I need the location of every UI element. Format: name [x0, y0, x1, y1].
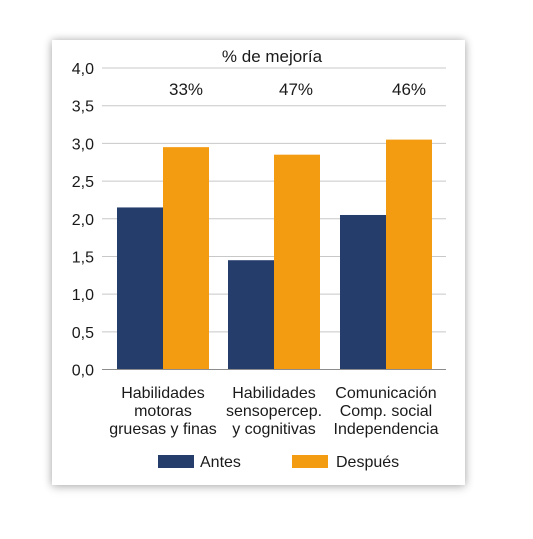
legend-label: Después — [336, 454, 399, 471]
bar-despues-2 — [274, 154, 320, 370]
chart-title: % de mejoría — [222, 47, 323, 66]
bar-antes-1 — [117, 207, 163, 370]
legend-label: Antes — [200, 454, 241, 471]
y-tick-label: 0,0 — [72, 363, 94, 380]
legend-swatch — [158, 455, 194, 468]
y-tick-label: 3,0 — [72, 136, 94, 153]
bar-antes-3 — [340, 214, 386, 370]
legend: Antes Después — [158, 454, 399, 471]
y-tick-label: 0,5 — [72, 325, 94, 342]
y-axis-ticks: 0,0 0,5 1,0 1,5 2,0 2,5 3,0 3,5 4,0 — [72, 61, 94, 380]
bars — [117, 139, 432, 370]
legend-swatch — [292, 455, 328, 468]
improvement-labels: 33% 47% 46% — [169, 80, 426, 99]
y-tick-label: 4,0 — [72, 61, 94, 78]
improvement-label: 33% — [169, 80, 203, 99]
x-category-label: Habilidades motoras gruesas y finas — [109, 385, 217, 438]
x-category-label: Habilidades sensopercep. y cognitivas — [226, 385, 322, 438]
y-tick-label: 1,5 — [72, 249, 94, 266]
improvement-label: 46% — [392, 80, 426, 99]
bar-despues-3 — [386, 139, 432, 370]
bar-despues-1 — [163, 147, 209, 370]
bar-antes-2 — [228, 260, 274, 370]
y-tick-label: 1,0 — [72, 287, 94, 304]
x-category-label: Comunicación Comp. social Independencia — [334, 385, 439, 438]
y-tick-label: 2,5 — [72, 174, 94, 191]
x-axis-labels: Habilidades motoras gruesas y finasHabilid… — [109, 385, 438, 438]
y-tick-label: 3,5 — [72, 99, 94, 116]
y-tick-label: 2,0 — [72, 212, 94, 229]
improvement-label: 47% — [279, 80, 313, 99]
